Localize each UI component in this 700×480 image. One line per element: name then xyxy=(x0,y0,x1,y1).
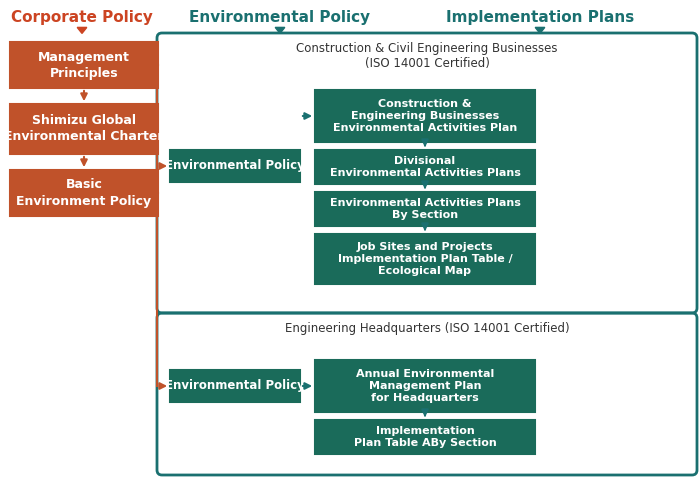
FancyBboxPatch shape xyxy=(315,192,535,226)
Text: Construction & Civil Engineering Businesses
(ISO 14001 Certified): Construction & Civil Engineering Busines… xyxy=(296,42,558,70)
Text: Job Sites and Projects
Implementation Plan Table /
Ecological Map: Job Sites and Projects Implementation Pl… xyxy=(337,241,512,276)
FancyBboxPatch shape xyxy=(315,150,535,184)
Polygon shape xyxy=(536,27,545,34)
Text: Annual Environmental
Management Plan
for Headquarters: Annual Environmental Management Plan for… xyxy=(356,369,494,403)
Text: Shimizu Global
Environmental Charter: Shimizu Global Environmental Charter xyxy=(4,115,164,144)
Polygon shape xyxy=(77,27,87,34)
FancyBboxPatch shape xyxy=(10,42,158,88)
Text: Environmental Policy: Environmental Policy xyxy=(165,159,305,172)
Text: Divisional
Environmental Activities Plans: Divisional Environmental Activities Plan… xyxy=(330,156,520,178)
Text: Environmental Policy: Environmental Policy xyxy=(165,380,305,393)
FancyBboxPatch shape xyxy=(10,170,158,216)
FancyBboxPatch shape xyxy=(315,360,535,412)
FancyBboxPatch shape xyxy=(170,150,300,182)
FancyBboxPatch shape xyxy=(10,104,158,154)
Text: Corporate Policy: Corporate Policy xyxy=(11,10,153,25)
Polygon shape xyxy=(275,27,285,34)
FancyBboxPatch shape xyxy=(315,420,535,454)
Text: Implementation
Plan Table ABy Section: Implementation Plan Table ABy Section xyxy=(354,426,496,448)
Text: Basic
Environment Policy: Basic Environment Policy xyxy=(16,179,152,207)
Text: Environmental Policy: Environmental Policy xyxy=(190,10,370,25)
Text: Management
Principles: Management Principles xyxy=(38,50,130,80)
Text: Environmental Activities Plans
By Section: Environmental Activities Plans By Sectio… xyxy=(330,198,520,220)
Text: Engineering Headquarters (ISO 14001 Certified): Engineering Headquarters (ISO 14001 Cert… xyxy=(285,322,569,335)
FancyBboxPatch shape xyxy=(315,234,535,284)
FancyBboxPatch shape xyxy=(170,370,300,402)
Text: Construction &
Engineering Businesses
Environmental Activities Plan: Construction & Engineering Businesses En… xyxy=(333,98,517,133)
Text: Implementation Plans: Implementation Plans xyxy=(446,10,634,25)
FancyBboxPatch shape xyxy=(315,90,535,142)
